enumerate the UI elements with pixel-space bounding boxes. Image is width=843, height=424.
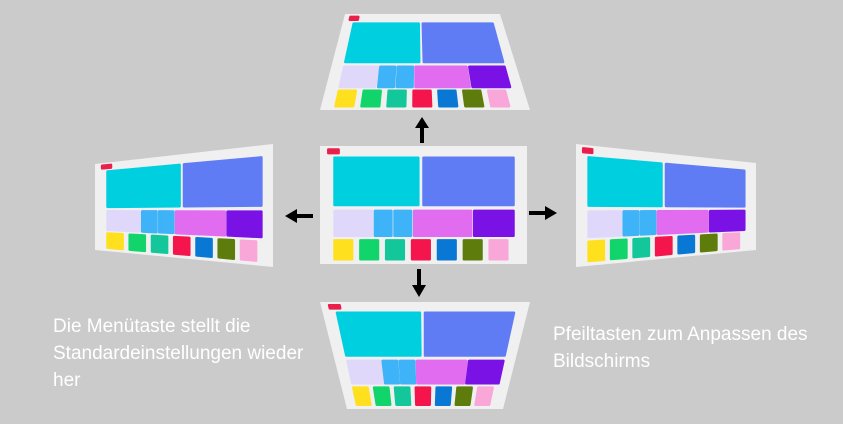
- record-dot: [348, 15, 360, 22]
- tile-blue: [664, 162, 746, 208]
- tile-lavender: [333, 209, 374, 237]
- tile-red: [410, 239, 431, 261]
- arrow-up-icon: [415, 117, 429, 143]
- tile-olive: [462, 239, 483, 261]
- tile-sky-2: [395, 65, 415, 89]
- tile-cyan: [344, 22, 421, 64]
- tile-dark-blue: [436, 239, 457, 261]
- tile-sky-2: [639, 210, 657, 236]
- tile-lavender: [587, 210, 623, 239]
- tile-sky-1: [140, 210, 158, 234]
- menu-reset-caption: Die Menütaste stellt die Standardeinstel…: [53, 316, 304, 391]
- panel-right-keystone: [576, 144, 756, 267]
- panel-center-default: [320, 146, 527, 264]
- tile-pink-purple: [656, 209, 709, 235]
- tile-sky-2: [157, 210, 175, 235]
- tile-sky-1: [622, 210, 640, 237]
- arrow-left-icon: [285, 209, 313, 223]
- record-dot: [100, 163, 113, 170]
- tile-lavender: [106, 210, 141, 233]
- tile-yellow: [334, 89, 358, 108]
- tile-violet: [708, 209, 746, 233]
- tile-light-pink: [486, 89, 511, 108]
- tile-teal: [393, 386, 412, 406]
- tile-sky-2: [398, 359, 417, 385]
- tile-violet: [468, 65, 512, 89]
- tile-light-pink: [239, 239, 258, 262]
- tile-violet: [472, 209, 515, 237]
- tile-pink-purple: [412, 209, 473, 237]
- tile-cyan: [106, 163, 181, 209]
- tile-yellow: [333, 239, 354, 261]
- arrow-right-icon: [529, 206, 557, 220]
- tile-green: [359, 239, 380, 261]
- tile-green: [128, 233, 147, 253]
- tile-red: [172, 235, 191, 257]
- tile-green: [372, 386, 392, 406]
- tile-light-pink: [474, 386, 494, 406]
- tile-dark-blue: [677, 234, 696, 255]
- tile-olive: [217, 238, 236, 260]
- tile-lavender: [338, 65, 379, 89]
- tile-olive: [699, 233, 718, 253]
- panel-top-keystone: [320, 14, 530, 110]
- tile-yellow: [352, 386, 372, 406]
- tile-teal: [386, 89, 407, 108]
- tile-red: [412, 89, 433, 108]
- tile-light-pink: [488, 239, 509, 261]
- tile-sky-1: [376, 65, 397, 89]
- record-dot: [327, 148, 340, 155]
- tile-green: [609, 238, 628, 261]
- tile-olive: [454, 386, 473, 406]
- tile-cyan: [587, 156, 663, 208]
- tile-dark-blue: [434, 386, 453, 406]
- tile-cyan: [335, 311, 422, 357]
- tile-sky-1: [381, 359, 401, 385]
- tile-lavender: [346, 359, 385, 385]
- tile-violet: [226, 210, 263, 239]
- tile-blue: [422, 156, 515, 207]
- tile-light-pink: [722, 232, 741, 251]
- tile-sky-2: [393, 209, 413, 237]
- tile-blue: [423, 311, 516, 357]
- tile-green: [360, 89, 382, 108]
- tile-blue: [182, 156, 263, 208]
- tile-teal: [632, 237, 651, 259]
- tile-pink-purple: [174, 210, 227, 237]
- arrow-adjust-caption: Pfeiltasten zum Anpassen des Bildschirms: [553, 324, 808, 372]
- tile-yellow: [587, 239, 606, 263]
- record-dot: [581, 147, 594, 155]
- tile-cyan: [333, 156, 420, 207]
- tile-yellow: [106, 232, 124, 251]
- tile-red: [414, 386, 432, 406]
- tile-teal: [150, 234, 169, 255]
- tile-red: [654, 235, 673, 257]
- tile-teal: [384, 239, 406, 261]
- tile-dark-blue: [437, 89, 459, 108]
- panel-left-keystone: [95, 144, 273, 267]
- tile-olive: [462, 89, 485, 108]
- tile-dark-blue: [195, 237, 213, 258]
- tile-blue: [421, 22, 505, 64]
- tile-pink-purple: [414, 65, 471, 89]
- tile-violet: [465, 359, 505, 385]
- tile-sky-1: [373, 209, 393, 237]
- tile-pink-purple: [415, 359, 468, 385]
- panel-bottom-keystone: [320, 302, 530, 409]
- arrow-down-icon: [412, 269, 426, 297]
- record-dot: [327, 303, 342, 310]
